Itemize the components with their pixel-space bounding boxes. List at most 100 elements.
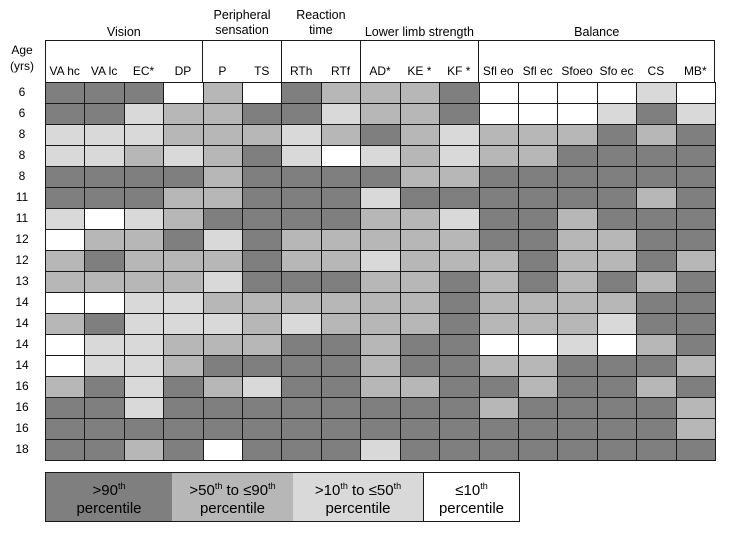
heatmap-cell bbox=[281, 439, 322, 461]
heatmap-cell bbox=[439, 250, 480, 272]
age-label: 8 bbox=[18, 169, 26, 183]
heatmap-cell bbox=[557, 439, 598, 461]
heatmap-cell bbox=[360, 313, 401, 335]
heatmap-cell bbox=[281, 313, 322, 335]
heatmap-cell bbox=[84, 271, 125, 293]
heatmap-cell bbox=[163, 397, 204, 419]
heatmap-cell bbox=[360, 166, 401, 188]
heatmap-cell bbox=[45, 103, 86, 125]
heatmap-cell bbox=[517, 334, 559, 356]
age-header: Age (yrs) bbox=[0, 42, 44, 74]
heatmap-cell bbox=[636, 208, 677, 230]
heatmap-cell bbox=[596, 187, 638, 209]
heatmap-cell bbox=[675, 418, 716, 440]
heatmap-cell bbox=[281, 271, 322, 293]
heatmap-cell bbox=[123, 376, 165, 398]
heatmap-cell bbox=[399, 271, 441, 293]
heatmap-cell bbox=[636, 82, 677, 104]
heatmap-cell bbox=[320, 166, 362, 188]
column-label: KE * bbox=[407, 64, 432, 78]
heatmap-cell bbox=[478, 313, 519, 335]
group-header: Reaction time bbox=[296, 8, 346, 37]
heatmap-cell bbox=[360, 250, 401, 272]
heatmap-cell bbox=[320, 229, 362, 251]
heatmap-cell bbox=[557, 271, 598, 293]
heatmap-cell bbox=[320, 187, 362, 209]
heatmap-cell bbox=[202, 82, 244, 104]
heatmap-cell bbox=[281, 82, 322, 104]
heatmap-cell bbox=[84, 313, 125, 335]
heatmap-cell bbox=[360, 103, 401, 125]
heatmap-cell bbox=[242, 229, 283, 251]
heatmap-cell bbox=[320, 334, 362, 356]
heatmap-cell bbox=[320, 208, 362, 230]
heatmap-cell bbox=[636, 250, 677, 272]
heatmap-cell bbox=[84, 229, 125, 251]
group-separator bbox=[202, 40, 204, 82]
heatmap-cell bbox=[360, 82, 401, 104]
heatmap-cell bbox=[123, 187, 165, 209]
heatmap-cell bbox=[636, 376, 677, 398]
heatmap-cell bbox=[45, 439, 86, 461]
heatmap-cell bbox=[675, 103, 716, 125]
heatmap-cell bbox=[360, 229, 401, 251]
heatmap-cell bbox=[320, 124, 362, 146]
heatmap-cell bbox=[242, 271, 283, 293]
heatmap-cell bbox=[675, 229, 716, 251]
group-separator bbox=[478, 40, 480, 82]
heatmap-cell bbox=[636, 355, 677, 377]
heatmap-cell bbox=[281, 208, 322, 230]
heatmap-cell bbox=[636, 334, 677, 356]
age-label: 6 bbox=[18, 85, 26, 99]
heatmap-cell bbox=[281, 250, 322, 272]
age-label: 11 bbox=[15, 190, 29, 204]
group-header: Peripheral sensation bbox=[213, 8, 271, 37]
heatmap-cell bbox=[320, 397, 362, 419]
heatmap-cell bbox=[399, 82, 441, 104]
heatmap-cell bbox=[84, 124, 125, 146]
heatmap-cell bbox=[557, 313, 598, 335]
age-label: 14 bbox=[15, 358, 29, 372]
heatmap-cell bbox=[517, 397, 559, 419]
heatmap-cell bbox=[439, 229, 480, 251]
heatmap-cell bbox=[596, 229, 638, 251]
heatmap-cell bbox=[478, 208, 519, 230]
heatmap-cell bbox=[478, 124, 519, 146]
group-header: Lower limb strength bbox=[364, 25, 474, 39]
heatmap-cell bbox=[202, 418, 244, 440]
heatmap-cell bbox=[84, 334, 125, 356]
heatmap-cell bbox=[675, 334, 716, 356]
heatmap-cell bbox=[202, 166, 244, 188]
heatmap-cell bbox=[478, 166, 519, 188]
heatmap-cell bbox=[281, 124, 322, 146]
heatmap-cell bbox=[675, 271, 716, 293]
heatmap-cell bbox=[84, 187, 125, 209]
group-separator bbox=[359, 40, 361, 82]
heatmap-cell bbox=[123, 271, 165, 293]
heatmap-cell bbox=[84, 439, 125, 461]
group-separator bbox=[280, 40, 282, 82]
legend-item: >90th percentile bbox=[46, 473, 172, 521]
column-label: RTh bbox=[289, 64, 313, 78]
heatmap-cell bbox=[242, 82, 283, 104]
heatmap-cell bbox=[675, 82, 716, 104]
heatmap-cell bbox=[478, 355, 519, 377]
heatmap-cell bbox=[636, 397, 677, 419]
heatmap-cell bbox=[399, 229, 441, 251]
heatmap-cell bbox=[557, 124, 598, 146]
heatmap-cell bbox=[202, 187, 244, 209]
heatmap-cell bbox=[596, 271, 638, 293]
heatmap-cell bbox=[45, 208, 86, 230]
heatmap-cell bbox=[163, 376, 204, 398]
heatmap-cell bbox=[596, 250, 638, 272]
heatmap-cell bbox=[281, 397, 322, 419]
heatmap-cell bbox=[478, 187, 519, 209]
heatmap-cell bbox=[45, 145, 86, 167]
heatmap-cell bbox=[281, 418, 322, 440]
heatmap-cell bbox=[163, 418, 204, 440]
heatmap-cell bbox=[242, 334, 283, 356]
heatmap-cell bbox=[439, 418, 480, 440]
heatmap-cell bbox=[557, 187, 598, 209]
heatmap-cell bbox=[596, 145, 638, 167]
column-label: Sfl eo bbox=[482, 64, 514, 78]
